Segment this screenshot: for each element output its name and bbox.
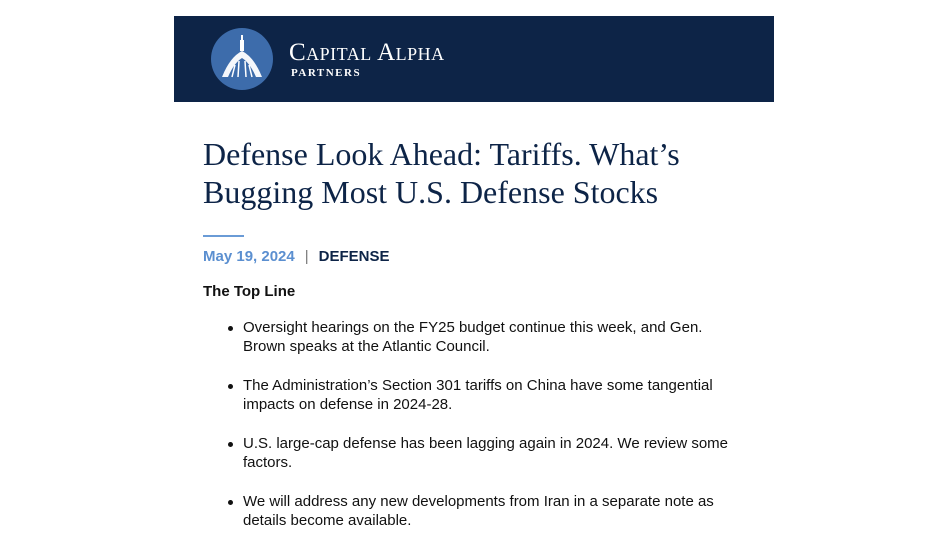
subbrand: PARTNERS	[291, 67, 362, 79]
logo	[211, 28, 273, 90]
bullet: U.S. large-cap defense has been lagging …	[228, 434, 733, 472]
bullet: The Administration’s Section 301 tariffs…	[228, 376, 733, 414]
date: May 19, 2024	[203, 248, 295, 265]
banner: Capital Alpha PARTNERS	[174, 16, 774, 102]
title-rule	[203, 235, 244, 237]
separator: |	[304, 248, 309, 265]
bullet: Oversight hearings on the FY25 budget co…	[228, 318, 733, 356]
category: DEFENSE	[318, 248, 390, 265]
bullet-list: Oversight hearings on the FY25 budget co…	[228, 318, 743, 545]
meta: May 19, 2024 | DEFENSE	[203, 248, 390, 265]
brand: Capital Alpha	[289, 39, 445, 66]
bullet: We will address any new developments fro…	[228, 492, 733, 530]
article-title: Defense Look Ahead: Tariffs. What’s Bugg…	[203, 136, 680, 210]
section-heading: The Top Line	[203, 283, 296, 300]
